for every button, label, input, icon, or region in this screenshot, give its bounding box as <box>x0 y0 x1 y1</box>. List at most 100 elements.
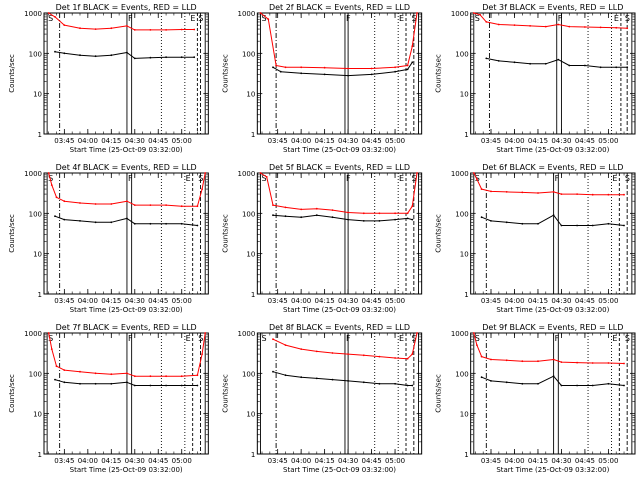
x-tick-label: 03:45 <box>481 137 501 145</box>
series-events-point <box>607 382 610 385</box>
series-lld-point <box>394 357 396 359</box>
x-tick-label: 04:15 <box>101 457 121 465</box>
y-tick-label: 100 <box>242 210 255 218</box>
series-events-point <box>331 216 334 219</box>
x-tick-label: 04:00 <box>504 457 524 465</box>
series-events-point <box>490 220 492 222</box>
marker-label-s: S <box>48 334 53 343</box>
y-tick-label: 1 <box>464 131 468 139</box>
series-events-line <box>481 214 625 226</box>
marker-label-s: S <box>48 14 53 23</box>
series-events-point <box>607 222 610 225</box>
x-tick-label: 04:30 <box>125 297 145 305</box>
marker-label-s: S <box>475 334 480 343</box>
marker-label-f: F <box>346 174 351 183</box>
series-lld-point <box>79 202 81 204</box>
series-lld-point <box>300 348 303 350</box>
series-events-point <box>521 222 524 225</box>
x-tick-label: 04:45 <box>148 297 168 305</box>
x-tick-label: 04:30 <box>551 137 571 145</box>
series-lld-point <box>378 355 381 358</box>
x-tick-label: 04:00 <box>78 137 98 145</box>
series-lld-point <box>521 191 524 194</box>
series-lld-point <box>623 193 625 196</box>
panel-det-7: Det 7f BLACK = Events, RED = LLD 1 10 100 10… <box>8 323 209 474</box>
series-events-line <box>481 375 625 386</box>
series-events-point <box>411 218 414 221</box>
series-events-point <box>406 217 409 220</box>
y-axis-label: Counts/sec <box>221 374 229 413</box>
series-lld-point <box>552 358 555 361</box>
series-lld-point <box>497 23 500 26</box>
series-events-point <box>63 218 66 221</box>
series-lld-point <box>591 193 594 196</box>
series-lld-point <box>63 200 66 203</box>
marker-label-f: F <box>128 14 133 23</box>
y-axis-label: Counts/sec <box>221 214 229 253</box>
marker-label-f: F <box>128 174 133 183</box>
y-axis-label: Counts/sec <box>8 374 16 413</box>
series-lld-point <box>505 359 508 362</box>
marker-label-s: S <box>261 14 266 23</box>
y-tick-label: 1000 <box>451 10 469 18</box>
series-lld-point <box>79 27 81 30</box>
series-lld-point <box>370 67 373 70</box>
y-tick-label: 1000 <box>24 330 42 338</box>
series-lld-point <box>416 12 418 14</box>
series-events-point <box>149 222 152 225</box>
series-lld-point <box>480 355 483 358</box>
series-events-point <box>300 216 303 219</box>
series-lld-point <box>411 205 414 208</box>
series-lld-line <box>48 12 195 31</box>
series-events-point <box>560 384 563 387</box>
series-lld-point <box>149 204 152 207</box>
panel-title: Det 8f BLACK = Events, RED = LLD <box>269 323 410 332</box>
x-tick-label: 04:00 <box>78 457 98 465</box>
marker-label-f: F <box>555 174 560 183</box>
marker-label-s: S <box>198 334 203 343</box>
y-tick-label: 1 <box>464 451 468 459</box>
series-lld-point <box>362 212 365 215</box>
series-lld-point <box>47 12 50 14</box>
series-events-point <box>79 220 81 222</box>
series-lld-point <box>576 361 578 364</box>
series-lld-line <box>473 172 624 196</box>
series-lld-point <box>476 344 478 346</box>
series-lld-point <box>331 352 334 354</box>
series-lld-point <box>490 190 492 193</box>
series-events-point <box>623 384 625 387</box>
x-axis-label: Start Time (25-Oct-09 03:32:00) <box>283 146 396 154</box>
x-tick-label: 04:00 <box>504 297 524 305</box>
series-events-point <box>300 72 303 75</box>
series-lld-point <box>79 370 81 373</box>
plot-frame <box>470 172 636 295</box>
series-lld-point <box>272 204 274 207</box>
series-lld-point <box>54 16 56 18</box>
series-events-point <box>126 381 128 384</box>
x-tick-label: 04:15 <box>315 137 335 145</box>
y-tick-label: 1000 <box>24 170 42 178</box>
marker-label-e: E <box>612 334 617 343</box>
series-lld-point <box>165 375 168 378</box>
x-tick-label: 05:00 <box>385 297 405 305</box>
series-events-point <box>165 56 168 59</box>
x-tick-label: 04:15 <box>315 457 335 465</box>
series-events-point <box>300 376 303 379</box>
y-tick-label: 10 <box>33 411 42 419</box>
series-lld-point <box>544 25 547 28</box>
y-tick-label: 1000 <box>238 330 256 338</box>
panel-det-5: Det 5f BLACK = Events, RED = LLD 1 10 100 10… <box>221 163 423 314</box>
y-axis-label: Counts/sec <box>8 54 16 93</box>
series-lld-point <box>47 172 50 174</box>
series-lld-point <box>265 176 268 178</box>
series-events-point <box>110 54 113 57</box>
series-lld-point <box>472 172 475 174</box>
x-tick-label: 04:30 <box>338 297 358 305</box>
series-lld-point <box>110 203 113 205</box>
series-lld-point <box>362 354 365 357</box>
series-events-point <box>165 222 168 225</box>
panel-det-6: Det 6f BLACK = Events, RED = LLD 1 10 100 10… <box>435 163 636 314</box>
x-tick-label: 04:30 <box>338 457 358 465</box>
x-axis-label: Start Time (25-Oct-09 03:32:00) <box>496 466 609 474</box>
